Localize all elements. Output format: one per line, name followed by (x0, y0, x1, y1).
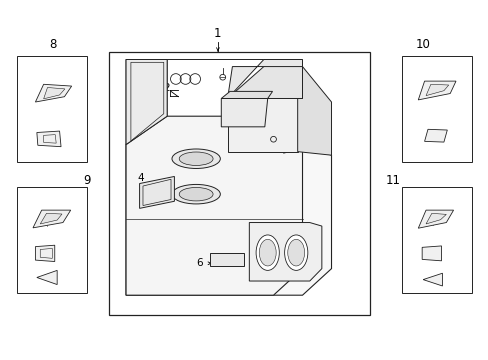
Polygon shape (209, 253, 244, 266)
Ellipse shape (172, 184, 220, 204)
Polygon shape (227, 99, 297, 152)
Polygon shape (221, 91, 272, 99)
Polygon shape (425, 213, 446, 224)
Text: 8: 8 (49, 38, 56, 51)
Text: 2: 2 (163, 83, 169, 93)
Polygon shape (35, 84, 72, 102)
Polygon shape (227, 59, 302, 99)
Polygon shape (297, 67, 331, 155)
Polygon shape (425, 84, 448, 96)
Polygon shape (35, 245, 55, 261)
Ellipse shape (284, 235, 307, 270)
Polygon shape (417, 81, 455, 100)
Text: 4: 4 (137, 173, 143, 183)
Ellipse shape (179, 188, 213, 201)
Polygon shape (421, 246, 441, 261)
Ellipse shape (179, 152, 213, 166)
Text: 10: 10 (415, 38, 430, 51)
Polygon shape (221, 99, 267, 127)
Text: 9: 9 (83, 174, 91, 186)
Text: 7: 7 (289, 140, 296, 149)
Text: 11: 11 (385, 174, 400, 186)
Polygon shape (37, 270, 57, 284)
Text: 5: 5 (244, 106, 251, 116)
Bar (401, 187, 471, 293)
Polygon shape (227, 67, 302, 99)
Polygon shape (33, 210, 71, 228)
Polygon shape (126, 145, 331, 295)
Polygon shape (37, 131, 61, 147)
Polygon shape (40, 213, 62, 224)
Polygon shape (131, 65, 162, 139)
Ellipse shape (259, 239, 276, 266)
Polygon shape (249, 222, 321, 281)
Ellipse shape (287, 239, 304, 266)
Bar (17, 56, 87, 162)
Polygon shape (424, 129, 447, 142)
Polygon shape (126, 59, 167, 145)
Polygon shape (43, 87, 65, 99)
Polygon shape (139, 176, 174, 208)
Ellipse shape (172, 149, 220, 168)
Bar (17, 187, 87, 293)
Text: 1: 1 (214, 27, 221, 40)
Text: 7: 7 (263, 79, 269, 89)
Polygon shape (422, 273, 442, 286)
Text: 6: 6 (196, 258, 203, 268)
Polygon shape (417, 210, 453, 228)
Polygon shape (126, 59, 167, 145)
Text: 3: 3 (283, 232, 289, 242)
Bar (401, 56, 471, 162)
Polygon shape (126, 116, 302, 295)
Ellipse shape (256, 235, 279, 270)
Bar (109, 53, 369, 315)
